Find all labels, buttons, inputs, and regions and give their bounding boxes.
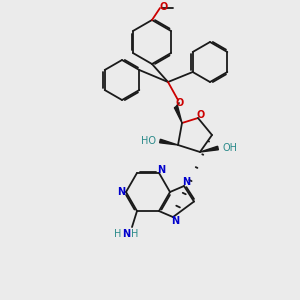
Polygon shape (160, 139, 178, 145)
Text: N: N (117, 187, 125, 197)
Text: OH: OH (223, 143, 238, 153)
Polygon shape (174, 106, 182, 123)
Text: O: O (197, 110, 205, 120)
Text: O: O (160, 2, 168, 12)
Text: N: N (171, 216, 179, 226)
Polygon shape (200, 146, 218, 152)
Text: N: N (122, 229, 130, 239)
Text: O: O (176, 98, 184, 108)
Text: H: H (114, 229, 122, 239)
Text: N: N (157, 165, 165, 175)
Text: H: H (131, 229, 139, 239)
Text: N: N (182, 177, 190, 187)
Text: HO: HO (140, 136, 155, 146)
